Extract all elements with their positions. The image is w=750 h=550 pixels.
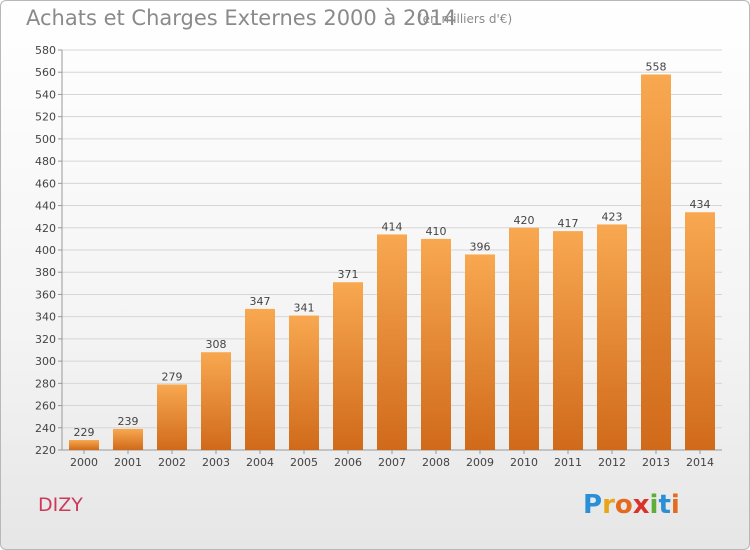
y-tick-label: 400 <box>35 244 56 257</box>
y-tick-label: 300 <box>35 355 56 368</box>
place-name: DIZY <box>38 494 83 516</box>
x-tick-label: 2014 <box>686 456 714 469</box>
bar <box>289 315 319 450</box>
y-tick-label: 280 <box>35 377 56 390</box>
bar <box>641 74 671 450</box>
logo-letter: P <box>583 490 603 520</box>
x-tick-label: 2011 <box>554 456 582 469</box>
x-tick-label: 2002 <box>158 456 186 469</box>
bar <box>509 227 539 450</box>
x-tick-label: 2005 <box>290 456 318 469</box>
y-tick-label: 420 <box>35 222 56 235</box>
y-tick-label: 580 <box>35 44 56 57</box>
value-labels: 229 239 279 308 347 341 371 414 410 396 420 417 423 5… <box>74 60 711 439</box>
data-label: 434 <box>690 198 711 211</box>
x-tick-label: 2013 <box>642 456 670 469</box>
bar <box>465 254 495 450</box>
x-tick-label: 2010 <box>510 456 538 469</box>
data-label: 414 <box>382 220 403 233</box>
bar <box>685 212 715 450</box>
bar <box>157 384 187 450</box>
data-label: 410 <box>426 225 447 238</box>
y-tick-label: 520 <box>35 111 56 124</box>
y-tick-label: 460 <box>35 177 56 190</box>
logo-letter: x <box>632 490 650 520</box>
data-label: 308 <box>206 338 227 351</box>
y-tick-label: 380 <box>35 266 56 279</box>
bar <box>333 282 363 450</box>
x-tick-label: 2012 <box>598 456 626 469</box>
x-tick-label: 2000 <box>70 456 98 469</box>
data-label: 420 <box>514 214 535 227</box>
bar <box>201 352 231 450</box>
x-tick-label: 2008 <box>422 456 450 469</box>
data-label: 229 <box>74 426 95 439</box>
x-tick-label: 2007 <box>378 456 406 469</box>
data-label: 239 <box>118 415 139 428</box>
bar <box>421 238 451 450</box>
y-axis-ticks: 220 240 260 280 300 320 340 360 380 400 420 440 460 4… <box>35 44 722 457</box>
bar <box>597 224 627 450</box>
x-tick-label: 2009 <box>466 456 494 469</box>
data-label: 371 <box>338 268 359 281</box>
y-tick-label: 560 <box>35 66 56 79</box>
x-tick-label: 2004 <box>246 456 274 469</box>
y-tick-label: 360 <box>35 288 56 301</box>
data-label: 341 <box>294 302 315 315</box>
logo-letter: o <box>614 490 633 520</box>
bars <box>69 74 715 450</box>
x-axis-ticks: 2000 2001 2002 2003 2004 2005 2006 2007 2008 2009… <box>70 450 714 469</box>
y-tick-label: 540 <box>35 88 56 101</box>
bar <box>113 428 143 450</box>
data-label: 279 <box>162 370 183 383</box>
x-tick-label: 2001 <box>114 456 142 469</box>
y-tick-label: 340 <box>35 311 56 324</box>
bar <box>69 440 99 450</box>
x-tick-label: 2003 <box>202 456 230 469</box>
y-tick-label: 240 <box>35 422 56 435</box>
x-tick-label: 2006 <box>334 456 362 469</box>
y-tick-label: 440 <box>35 200 56 213</box>
y-tick-label: 480 <box>35 155 56 168</box>
data-label: 347 <box>250 295 271 308</box>
y-tick-label: 320 <box>35 333 56 346</box>
logo-letter: i <box>649 490 659 520</box>
chart-title: Achats et Charges Externes 2000 à 2014 <box>26 6 457 30</box>
y-tick-label: 220 <box>35 444 56 457</box>
logo-letter: t <box>658 490 671 520</box>
logo-letter: i <box>670 490 680 520</box>
bar <box>553 231 583 450</box>
data-label: 423 <box>602 210 623 223</box>
logo-letter: r <box>602 490 615 520</box>
bar <box>245 308 275 450</box>
data-label: 396 <box>470 240 491 253</box>
y-tick-label: 500 <box>35 133 56 146</box>
bar <box>377 234 407 450</box>
data-label: 558 <box>646 60 667 73</box>
proxiti-logo[interactable]: Proxiti <box>583 490 680 520</box>
data-label: 417 <box>558 217 579 230</box>
y-tick-label: 260 <box>35 400 56 413</box>
chart-subtitle: (en milliers d'€) <box>418 12 513 26</box>
